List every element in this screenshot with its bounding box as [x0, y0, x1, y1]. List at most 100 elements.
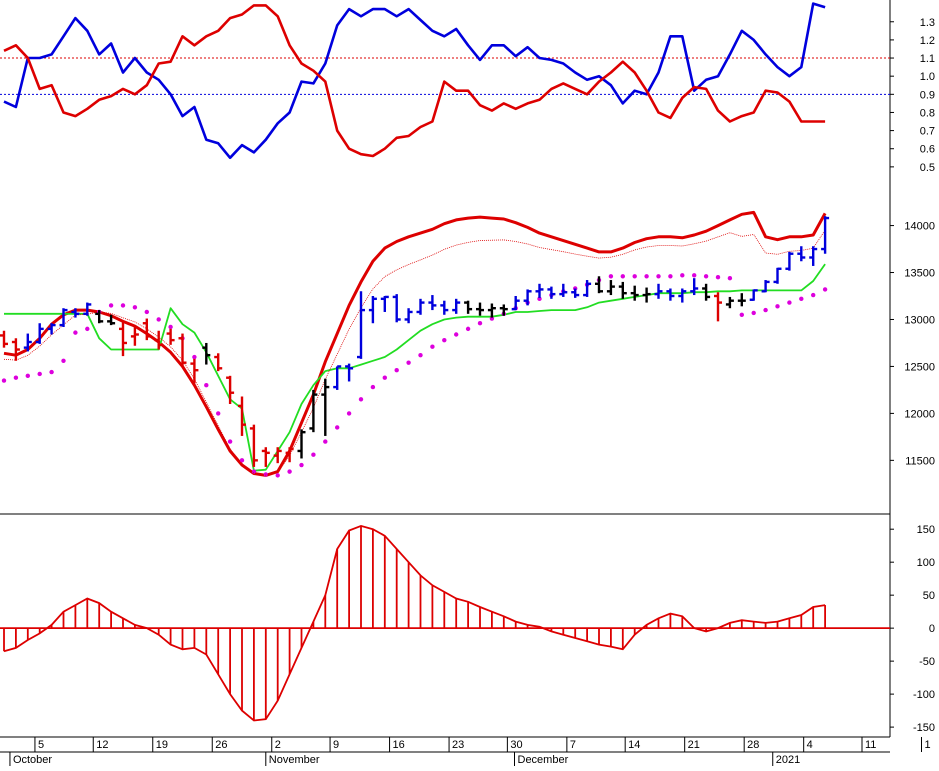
y-tick-label: 12000: [904, 408, 935, 420]
ohlc-bar: [380, 295, 389, 312]
y-tick-label: 0.9: [920, 89, 935, 101]
ohlc-bar: [523, 289, 532, 306]
ohlc-bar: [630, 285, 639, 301]
sar-dot: [204, 383, 209, 388]
sar-dot: [287, 469, 292, 474]
sar-dot: [346, 411, 352, 416]
y-tick-label: 0.6: [920, 144, 935, 156]
y-tick-label: -150: [913, 722, 935, 734]
sar-dot: [477, 321, 483, 326]
ohlc-bar: [71, 308, 80, 318]
ohlc-bar: [0, 330, 8, 348]
sar-dot: [299, 462, 304, 468]
ohlc-bar: [368, 296, 377, 324]
histogram-outline: [3, 524, 826, 722]
y-tick-label: 14000: [904, 221, 935, 233]
sar-dot: [216, 411, 221, 416]
sar-dot: [727, 275, 733, 281]
ohlc-bar: [357, 291, 365, 359]
month-label: 2021: [776, 754, 800, 766]
y-tick-label: 12500: [904, 361, 935, 373]
x-tick-label: 23: [452, 739, 464, 751]
x-tick-label: 30: [510, 739, 522, 751]
ohlc-bar: [416, 298, 425, 315]
ohlc-bar: [345, 363, 354, 382]
x-tick-label: 21: [688, 739, 700, 751]
ohlc-bar: [119, 322, 127, 357]
y-tick-label: 0.7: [920, 126, 935, 138]
sar-dot: [192, 354, 197, 360]
ohlc-bar: [559, 283, 568, 297]
sar-dot: [251, 469, 257, 474]
sar-dot: [168, 324, 173, 330]
x-tick-label: 7: [570, 739, 576, 751]
sar-dot: [144, 309, 149, 315]
sar-dot: [37, 371, 42, 377]
sar-dot: [787, 300, 792, 305]
x-tick-label: 5: [38, 739, 44, 751]
sar-dot: [239, 458, 245, 463]
ohlc-bar: [654, 283, 663, 299]
sar-dot: [775, 304, 780, 309]
ohlc-bar: [428, 295, 437, 311]
ohlc-bar: [11, 338, 20, 361]
x-tick-label: 19: [156, 739, 168, 751]
y-tick-label: 150: [917, 524, 935, 536]
y-tick-label: 50: [923, 590, 935, 602]
ohlc-bar: [476, 302, 484, 316]
sar-dot: [608, 274, 614, 279]
sar-dot: [382, 375, 387, 380]
ohlc-bar: [285, 447, 294, 463]
ohlc-bar: [725, 296, 734, 309]
y-tick-label: -100: [913, 689, 935, 701]
ohlc-bar: [797, 246, 806, 262]
ohlc-bar: [178, 333, 187, 367]
ohlc-bar: [702, 283, 711, 301]
sar-dot: [73, 330, 78, 335]
x-tick-label: 26: [215, 739, 227, 751]
sar-dot: [799, 296, 804, 302]
ohlc-bar: [511, 296, 520, 311]
oscillator-blue-line: [3, 2, 826, 160]
sar-dot: [811, 292, 816, 298]
sar-dot: [680, 273, 685, 278]
support-line: [4, 263, 826, 472]
x-tick-label: 12: [96, 739, 108, 751]
sar-dot: [275, 473, 280, 478]
ohlc-bar: [404, 308, 413, 324]
ohlc-bar: [261, 447, 270, 467]
ohlc-bar: [749, 289, 758, 301]
month-label: November: [269, 754, 320, 766]
ohlc-bar: [249, 424, 258, 467]
sar-dot: [335, 425, 340, 430]
ohlc-bar: [606, 280, 615, 296]
x-tick-label: 4: [807, 739, 813, 751]
sar-dot: [1, 378, 7, 383]
y-tick-label: 1.0: [920, 71, 935, 83]
ohlc-bar: [571, 288, 580, 298]
ohlc-bar: [499, 304, 508, 316]
sar-dot: [132, 305, 138, 310]
ohlc-bar: [130, 326, 139, 346]
y-tick-label: -50: [919, 656, 935, 668]
ohlc-bar: [190, 358, 199, 384]
ohlc-bar: [23, 333, 32, 352]
ohlc-bar: [83, 302, 92, 316]
sar-dot: [656, 274, 661, 279]
sar-dot: [465, 326, 471, 332]
y-tick-label: 11500: [905, 455, 935, 467]
sar-dot: [644, 274, 649, 279]
sar-dot: [430, 344, 435, 349]
ohlc-bar: [166, 328, 175, 345]
y-tick-label: 1.1: [920, 53, 935, 65]
sar-dot: [668, 274, 673, 279]
x-tick-label: 1: [924, 739, 930, 751]
ohlc-bar: [535, 283, 544, 298]
ohlc-bar: [321, 378, 330, 436]
sar-dot: [263, 472, 268, 477]
sar-dot: [61, 358, 66, 363]
sar-dot: [358, 397, 364, 402]
sar-dot: [406, 360, 411, 365]
y-tick-label: 0: [929, 623, 935, 635]
